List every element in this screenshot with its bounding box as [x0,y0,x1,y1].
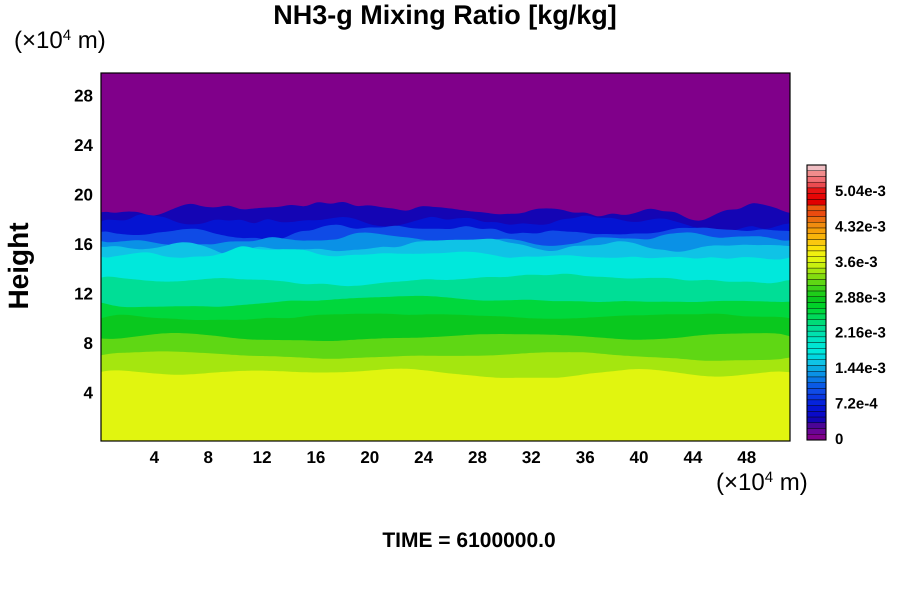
svg-text:44: 44 [683,448,702,467]
svg-text:36: 36 [576,448,595,467]
svg-text:5.04e-3: 5.04e-3 [835,183,886,200]
svg-text:(×104 m): (×104 m) [716,469,808,497]
svg-text:16: 16 [306,448,325,467]
svg-text:TIME = 6100000.0: TIME = 6100000.0 [382,529,555,552]
svg-text:12: 12 [253,448,272,467]
svg-text:16: 16 [74,235,93,254]
svg-text:20: 20 [360,448,379,467]
svg-text:24: 24 [74,136,93,155]
svg-text:20: 20 [74,186,93,205]
svg-text:12: 12 [74,285,93,304]
svg-text:0: 0 [835,431,843,448]
svg-text:4.32e-3: 4.32e-3 [835,218,886,235]
svg-text:40: 40 [630,448,649,467]
svg-text:48: 48 [737,448,756,467]
svg-text:2.16e-3: 2.16e-3 [835,325,886,342]
svg-text:Height: Height [3,222,34,309]
svg-text:32: 32 [522,448,541,467]
svg-text:(×104 m): (×104 m) [14,27,106,55]
svg-text:24: 24 [414,448,433,467]
svg-text:7.2e-4: 7.2e-4 [835,396,878,413]
svg-text:28: 28 [74,87,93,106]
svg-text:3.6e-3: 3.6e-3 [835,254,878,271]
svg-text:28: 28 [468,448,487,467]
svg-text:8: 8 [203,448,212,467]
svg-text:NH3-g Mixing Ratio [kg/kg]: NH3-g Mixing Ratio [kg/kg] [273,0,617,30]
svg-text:2.88e-3: 2.88e-3 [835,289,886,306]
svg-text:4: 4 [150,448,160,467]
svg-text:4: 4 [84,384,94,403]
svg-text:8: 8 [84,334,93,353]
svg-text:1.44e-3: 1.44e-3 [835,360,886,377]
